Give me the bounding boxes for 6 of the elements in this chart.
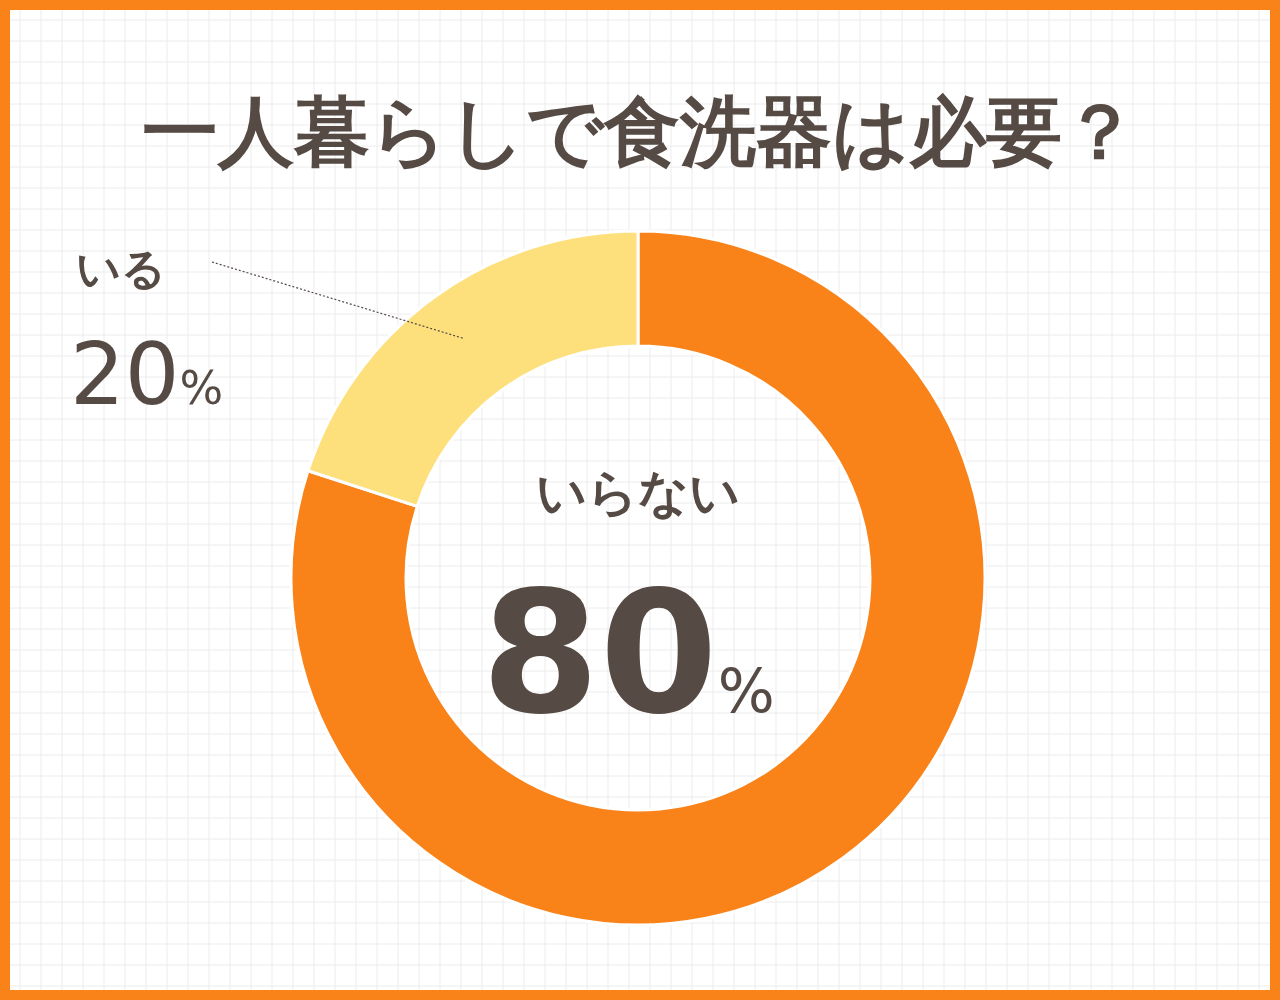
slice-label: いる [76, 243, 166, 294]
donut-slice [290, 229, 987, 927]
chart-title: 一人暮らしで食洗器は必要？ [142, 87, 1138, 176]
data-label: 20% [70, 324, 224, 424]
slice-label: いらない [536, 464, 740, 522]
data-label: 80% [481, 554, 775, 752]
